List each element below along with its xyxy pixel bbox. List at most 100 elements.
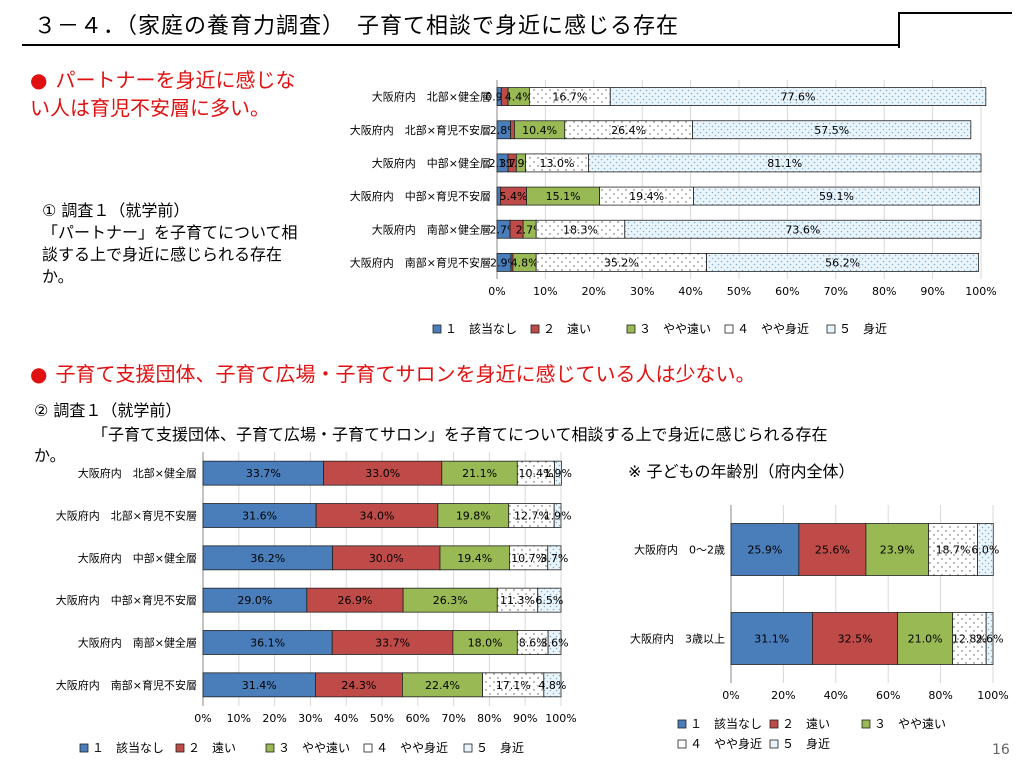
legend-swatch [175, 743, 185, 753]
data-label: 4.8% [538, 679, 566, 692]
chart-partner: 0% 10% 20% 30% 40% 50% 60% 70% 80% 90% 100% 大阪府内 北部… [350, 80, 997, 336]
bar-segment [543, 672, 562, 698]
title-divider [22, 44, 898, 46]
legend-swatch [463, 743, 473, 753]
bar-segment [588, 153, 982, 173]
x-tick-label: 40% [824, 689, 848, 702]
legend-swatch [432, 324, 442, 334]
bar-segment [496, 587, 539, 613]
data-label: 18.0% [468, 637, 503, 650]
survey2-desc-tail: か。 [34, 446, 66, 465]
legend-swatch [677, 739, 687, 749]
bar-segment [706, 253, 979, 272]
category-label: 大阪府内 南部×育児不安層 [56, 678, 197, 692]
data-label: 4.8% [511, 256, 539, 269]
chart-age: 0% 20% 40% 60% 80% 100% 大阪府内 0～2歳 25.9% 25.6% 23.… [630, 505, 1009, 751]
age-note: ※ 子どもの年齢別（府内全体） [628, 462, 855, 481]
category-label: 大阪府内 中部×健全層 [78, 551, 197, 565]
legend-swatch [79, 743, 89, 753]
data-label: 31.4% [242, 679, 277, 692]
data-label: 35.2% [604, 256, 639, 269]
data-label: 13.0% [540, 157, 575, 170]
data-label: 23.9% [880, 544, 915, 557]
survey1-note: ① 調査１（就学前） 「パートナー」を子育てについて相談する上で身近に感じられる… [42, 200, 302, 288]
legend-label: ２ 遠い [782, 717, 830, 731]
bar-segment [812, 612, 899, 665]
bar-segment [306, 587, 404, 613]
x-tick-label: 0% [722, 689, 739, 702]
bullet-support-finding: ● 子育て支援団体、子育て広場・子育てサロンを身近に感じている人は少ない。 [30, 360, 1020, 388]
bar-segment [315, 503, 439, 528]
bar-segment [798, 523, 867, 576]
bar-segment [439, 545, 510, 571]
bar-segment [547, 545, 562, 571]
data-label: 31.6% [242, 510, 277, 523]
data-label: 15.1% [546, 190, 581, 203]
legend-label: ３ やや遠い [639, 322, 711, 336]
legend-label: ４ やや身近 [376, 740, 448, 755]
x-tick-label: 0% [194, 712, 211, 725]
page-title: ３－４．（家庭の養育力調査） 子育て相談で身近に感じる存在 [34, 14, 680, 39]
x-tick-label: 30% [298, 712, 322, 725]
data-label: 32.5% [838, 633, 873, 646]
legend-label: ５ 身近 [782, 736, 830, 751]
page-number: 16 [992, 742, 1010, 758]
x-tick-label: 90% [513, 712, 537, 725]
bar-segment [985, 612, 994, 665]
x-tick-label: 70% [824, 285, 848, 298]
data-label: 77.6% [781, 91, 816, 104]
data-label: 12.8% [952, 633, 987, 646]
data-label: 1.9% [544, 467, 572, 480]
legend-swatch [626, 324, 636, 334]
data-label: 12.7% [514, 510, 549, 523]
data-label: 16.7% [552, 91, 587, 104]
x-tick-label: 20% [582, 285, 606, 298]
bar-segment [202, 630, 333, 655]
category-label: 大阪府内 3歳以上 [630, 632, 725, 646]
bullet-dot-icon: ● [30, 362, 48, 386]
bullet-dot-icon: ● [30, 68, 48, 92]
bullet2-text: 子育て支援団体、子育て広場・子育てサロンを身近に感じている人は少ない。 [55, 362, 756, 386]
x-tick-label: 10% [227, 712, 251, 725]
data-label: 25.6% [815, 544, 850, 557]
data-label: 30.0% [369, 552, 404, 565]
legend-swatch [677, 719, 687, 729]
data-label: 36.2% [250, 552, 285, 565]
legend-label: ５ 身近 [839, 321, 887, 336]
data-label: 36.1% [250, 637, 285, 650]
data-label: 26.4% [611, 124, 646, 137]
data-label: 22.4% [425, 679, 460, 692]
data-label: 56.2% [825, 256, 860, 269]
category-label: 大阪府内 南部×育児不安層 [350, 255, 491, 269]
category-label: 大阪府内 0～2歳 [634, 543, 725, 557]
legend-swatch [826, 324, 836, 334]
category-label: 大阪府内 南部×健全層 [78, 636, 197, 650]
category-label: 大阪府内 北部×育児不安層 [350, 123, 491, 137]
data-label: 34.0% [360, 510, 395, 523]
category-label: 大阪府内 中部×育児不安層 [350, 189, 491, 203]
bullet-partner-finding: ● パートナーを身近に感じない人は育児不安層に多い。 [30, 66, 298, 122]
data-label: 10.7% [511, 552, 546, 565]
data-label: 29.0% [237, 594, 272, 607]
bar-segment [510, 120, 515, 140]
data-label: 1.9% [544, 510, 572, 523]
data-label: 57.5% [814, 124, 849, 137]
data-label: 33.7% [375, 637, 410, 650]
bar-segment [977, 523, 994, 576]
legend-label: １ 該当なし [445, 321, 517, 336]
x-tick-label: 80% [477, 712, 501, 725]
bar-segment [865, 523, 929, 576]
bar-segment [482, 672, 545, 698]
bar-segment [547, 630, 562, 655]
x-tick-label: 60% [775, 285, 799, 298]
x-tick-label: 100% [965, 285, 996, 298]
legend-label: １ 該当なし [690, 716, 762, 731]
bar-segment [554, 460, 562, 486]
x-tick-label: 90% [920, 285, 944, 298]
bar-segment [323, 460, 443, 486]
data-label: 8.6% [519, 637, 547, 650]
legend-swatch [861, 719, 871, 729]
bar-segment [693, 186, 980, 206]
x-tick-label: 50% [727, 285, 751, 298]
chart-support-groups: 0% 10% 20% 30% 40% 50% 60% 70% 80% 90% 100% 大阪府内 北部… [56, 452, 577, 755]
